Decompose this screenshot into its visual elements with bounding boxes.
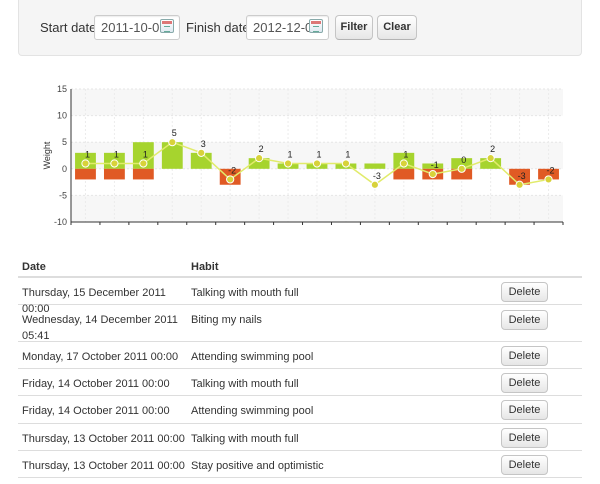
line-point [399,159,408,168]
date-column-header: Date [22,261,46,273]
row-date: Thursday, 13 October 2011 00:00 [22,460,185,472]
positive-bar [451,158,473,169]
row-date: Monday, 17 October 2011 00:00 [22,351,179,363]
delete-button[interactable]: Delete [501,400,548,420]
line-point [110,159,119,168]
row-date: Thursday, 15 December 2011 00:00 [22,287,166,315]
calendar-icon[interactable] [309,19,323,33]
row-habit: Attending swimming pool [191,405,314,417]
data-label: 1 [403,149,408,159]
data-label: -1 [431,160,439,170]
data-label: 1 [85,149,90,159]
table-row: Thursday, 13 October 2011 00:00 Talking w… [18,424,582,451]
line-point [283,159,293,168]
y-tick-label: -5 [59,190,67,200]
line-point [312,159,322,168]
data-label: 1 [316,149,321,159]
y-axis-label: Weight [42,141,52,169]
positive-bar [364,163,386,169]
positive-bar [132,142,154,169]
delete-button[interactable]: Delete [501,428,548,448]
line-point [428,170,437,179]
delete-button[interactable]: Delete [501,310,548,330]
row-habit: Talking with mouth full [191,378,299,390]
y-tick-label: 10 [57,111,67,121]
row-habit: Stay positive and optimistic [191,460,324,472]
table-row: Thursday, 15 December 2011 00:00 Talking … [18,278,582,315]
data-label: 1 [143,149,148,159]
filter-button[interactable]: Filter [335,15,373,40]
negative-bar [132,168,154,180]
delete-button[interactable]: Delete [501,373,548,393]
line-point [197,148,206,157]
negative-bar [451,168,473,180]
row-habit: Attending swimming pool [191,351,314,363]
positive-bar [422,163,444,169]
table-row: Friday, 14 October 2011 00:00 Attending s… [18,396,582,424]
row-habit: Talking with mouth full [191,433,299,445]
line-point [457,164,466,173]
y-tick-label: 0 [62,164,67,174]
line-point [81,159,90,168]
table-header: Date Habit [18,252,582,278]
data-label: -3 [373,171,381,181]
y-tick-label: -10 [54,217,67,227]
row-date: Friday, 14 October 2011 00:00 [22,405,170,417]
negative-bar [393,168,415,180]
habits-table: Date Habit Thursday, 15 December 2011 00… [18,252,582,478]
data-label: 1 [345,149,350,159]
data-label: 3 [201,139,206,149]
negative-bar [538,168,559,180]
row-habit: Biting my nails [191,314,262,326]
table-row: Monday, 17 October 2011 00:00 Attending s… [18,342,582,369]
clear-button[interactable]: Clear [377,15,417,40]
negative-bar [75,168,96,180]
y-tick-label: 15 [57,84,67,94]
calendar-icon[interactable] [160,19,174,33]
table-row: Friday, 14 October 2011 00:00 Talking wit… [18,369,582,396]
line-point [139,159,148,168]
delete-button[interactable]: Delete [501,346,548,366]
data-label: 5 [172,128,177,138]
line-point [370,180,379,189]
data-label: 0 [461,155,466,165]
line-point [255,154,264,163]
line-point [515,180,524,189]
delete-button[interactable]: Delete [501,282,548,302]
line-point [544,175,553,184]
data-label: 1 [114,149,119,159]
weight-chart: 15 10 5 0 -5 -10 Weight 1 1 1 5 3 -2 2 1 1 1 -3 1 -1 0 2 -3 -2 [40,80,585,240]
finish-date-label: Finish date [186,20,250,35]
start-date-label: Start date [40,20,97,35]
line-point [341,159,351,168]
positive-bar [480,158,502,169]
row-date: Thursday, 13 October 2011 00:00 [22,433,185,445]
table-body: Thursday, 15 December 2011 00:00 Talking … [18,278,582,478]
negative-bar [103,168,125,180]
line-point [486,154,495,163]
data-label: -2 [547,165,555,175]
positive-bar [161,142,183,169]
table-row: Thursday, 13 October 2011 00:00 Stay posi… [18,451,582,478]
positive-bar [248,158,270,169]
row-date: Wednesday, 14 December 2011 05:41 [22,314,178,342]
data-label: 2 [259,144,264,154]
data-label: -3 [518,171,526,181]
row-habit: Talking with mouth full [191,287,299,299]
line-point [226,175,235,184]
line-point [168,138,177,147]
data-label: 2 [490,144,495,154]
data-label: -2 [228,165,236,175]
delete-button[interactable]: Delete [501,455,548,475]
habit-column-header: Habit [191,261,219,273]
table-row: Wednesday, 14 December 2011 05:41 Biting … [18,305,582,342]
y-tick-label: 5 [62,137,67,147]
data-label: 1 [288,149,293,159]
row-date: Friday, 14 October 2011 00:00 [22,378,170,390]
filter-panel: Start date Finish date Filter Clear [18,0,582,56]
